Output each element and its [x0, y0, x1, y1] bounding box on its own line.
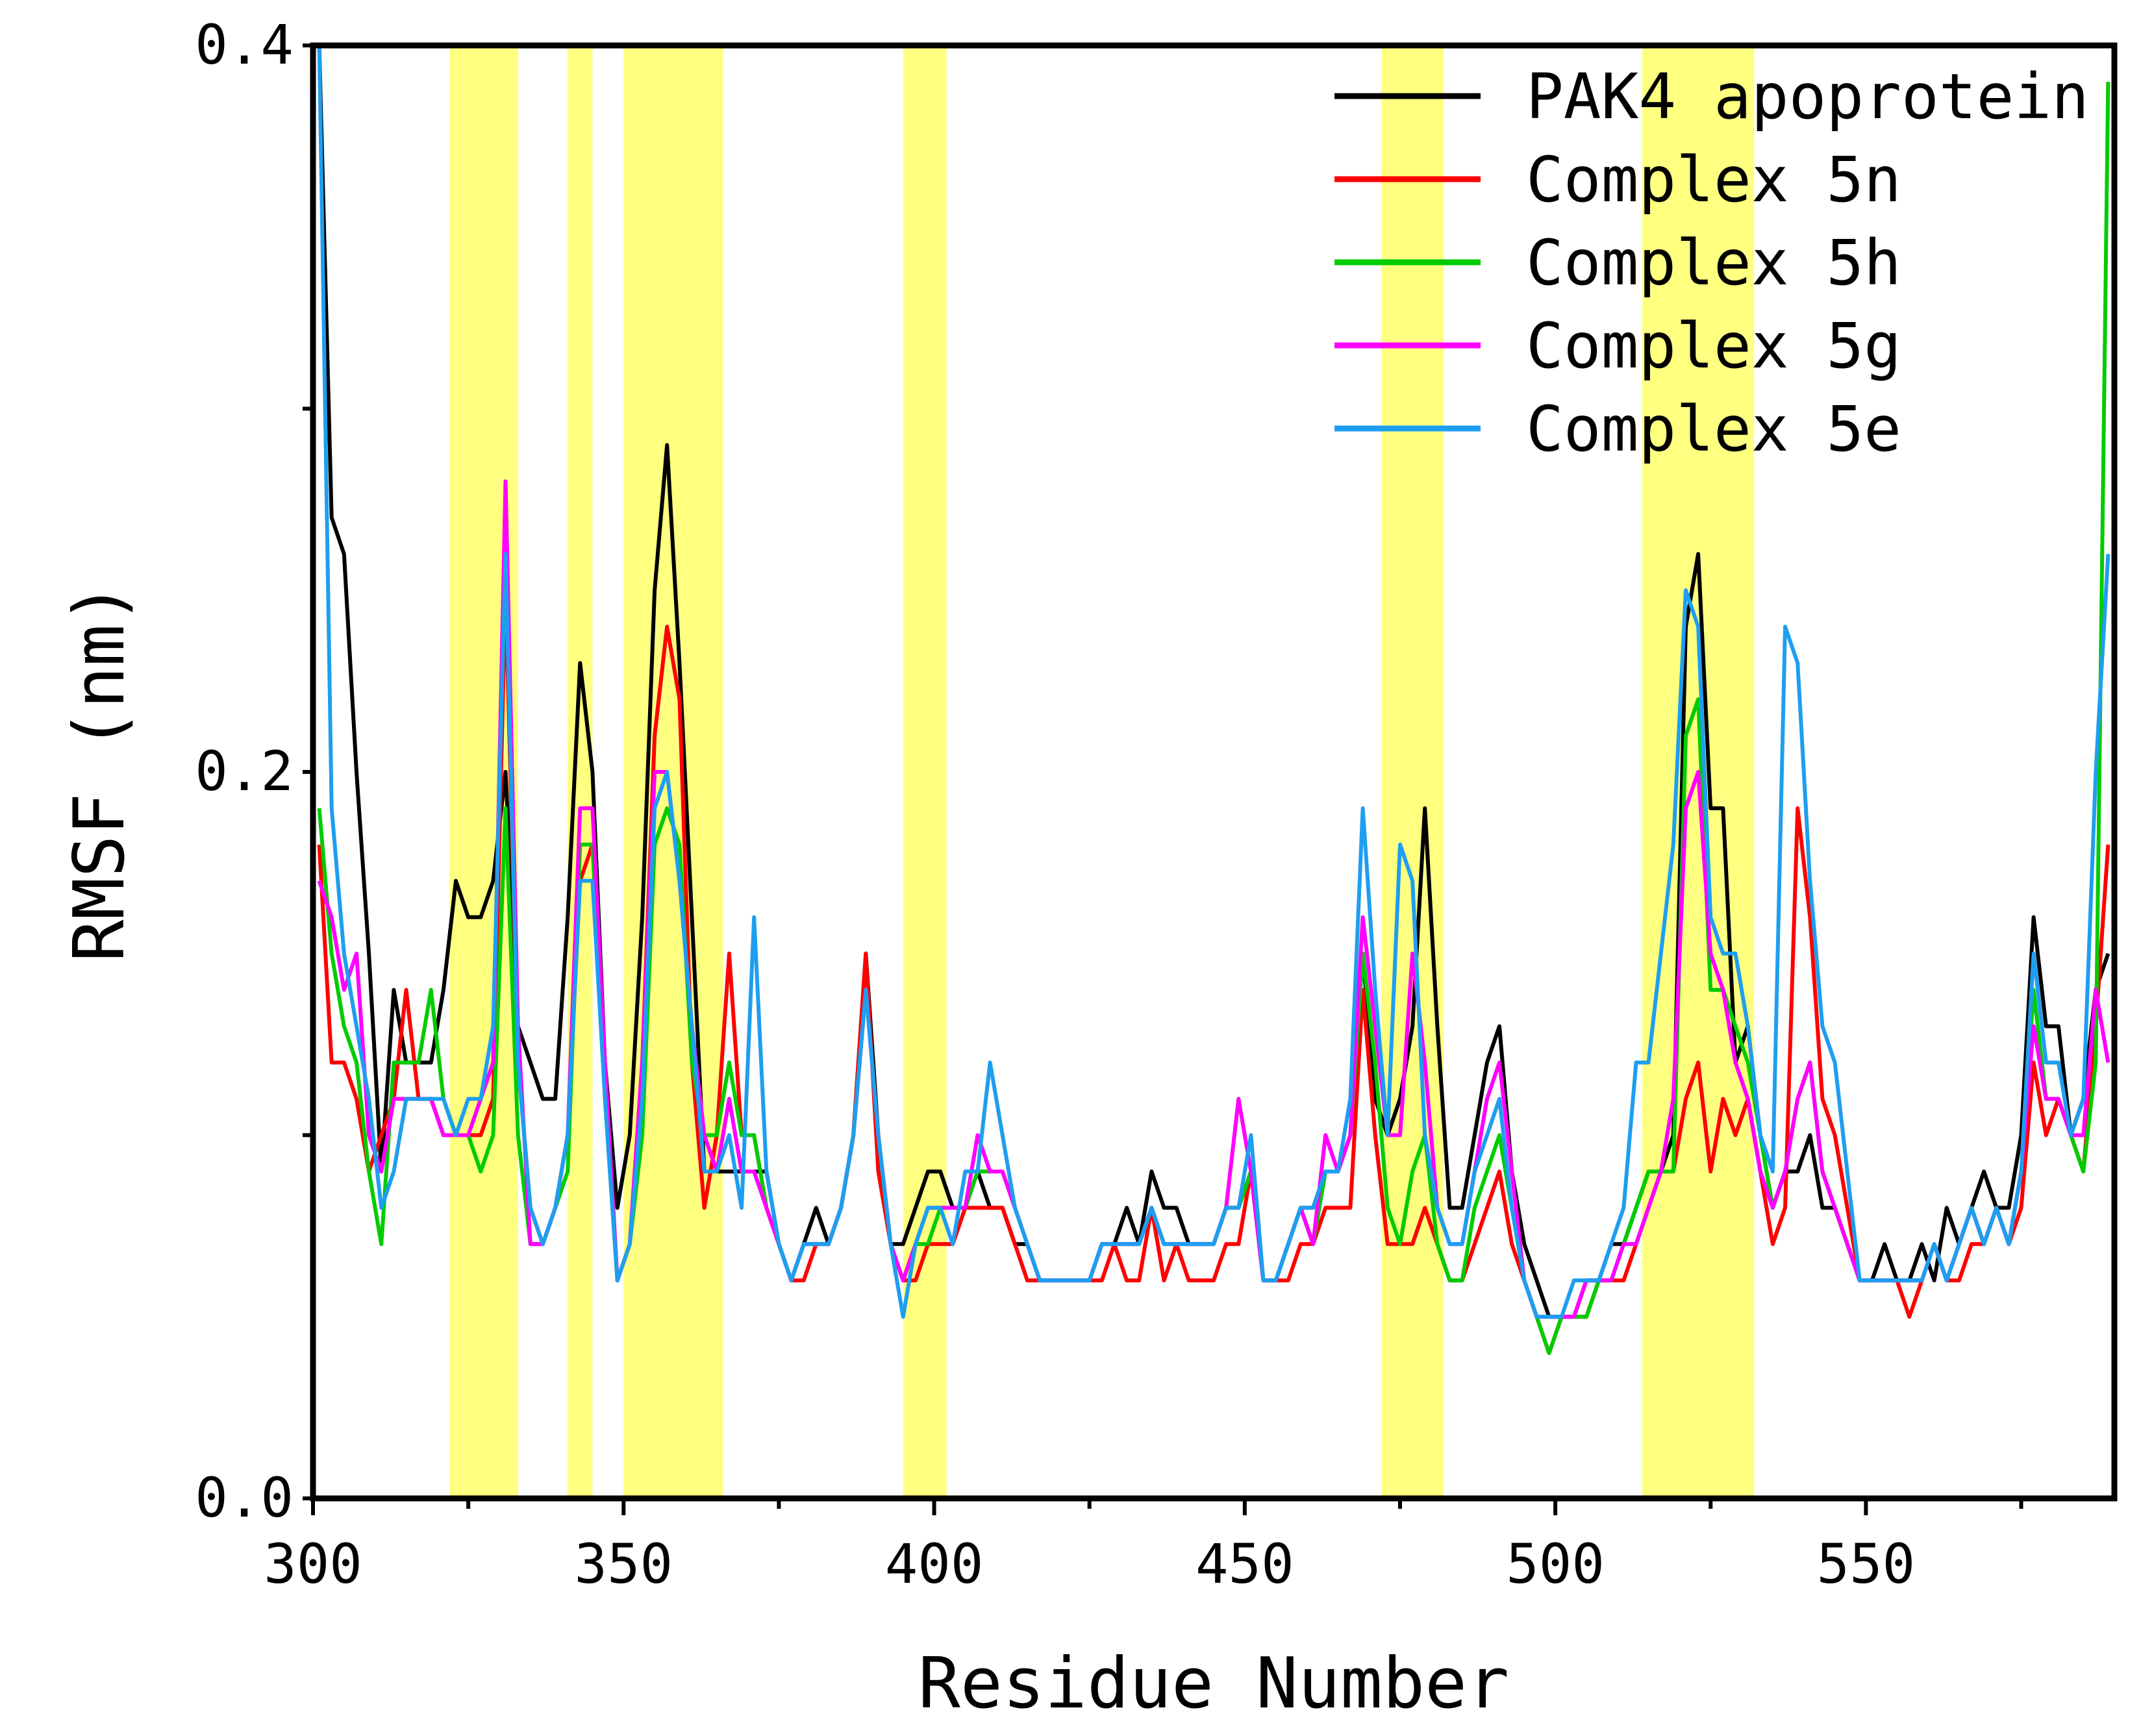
y-tick-label: 0.0 [195, 1466, 294, 1530]
x-tick-label: 550 [1817, 1532, 1916, 1596]
y-axis-title: RMSF (nm) [59, 582, 140, 961]
highlight-band-2 [623, 45, 723, 1498]
series-lines [317, 45, 2110, 1356]
x-tick-label: 400 [885, 1532, 984, 1596]
x-tick-label: 350 [574, 1532, 673, 1596]
legend-label: Complex 5e [1526, 393, 1901, 465]
legend-label: PAK4 apoprotein [1526, 60, 2089, 133]
legend-label: Complex 5h [1526, 227, 1901, 299]
x-tick-label: 450 [1196, 1532, 1294, 1596]
legend-label: Complex 5n [1526, 143, 1901, 216]
highlight-band-4 [1381, 45, 1444, 1498]
x-tick-label: 300 [264, 1532, 362, 1596]
x-tick-label: 500 [1506, 1532, 1605, 1596]
x-axis-ticks: 300 350 400 450 500 550 [264, 1498, 2023, 1596]
highlight-band-0 [449, 45, 518, 1498]
y-tick-label: 0.2 [195, 739, 294, 803]
y-tick-label: 0.4 [195, 13, 294, 77]
highlight-band-1 [568, 45, 593, 1498]
legend-label: Complex 5g [1526, 310, 1901, 382]
series-line-complex-5e [317, 45, 2110, 1319]
x-axis-title: Residue Number [918, 1643, 1509, 1724]
legend: PAK4 apoprotein Complex 5n Complex 5h Compl… [1334, 60, 2089, 465]
y-axis-ticks: 0.0 0.2 0.4 [195, 13, 313, 1530]
